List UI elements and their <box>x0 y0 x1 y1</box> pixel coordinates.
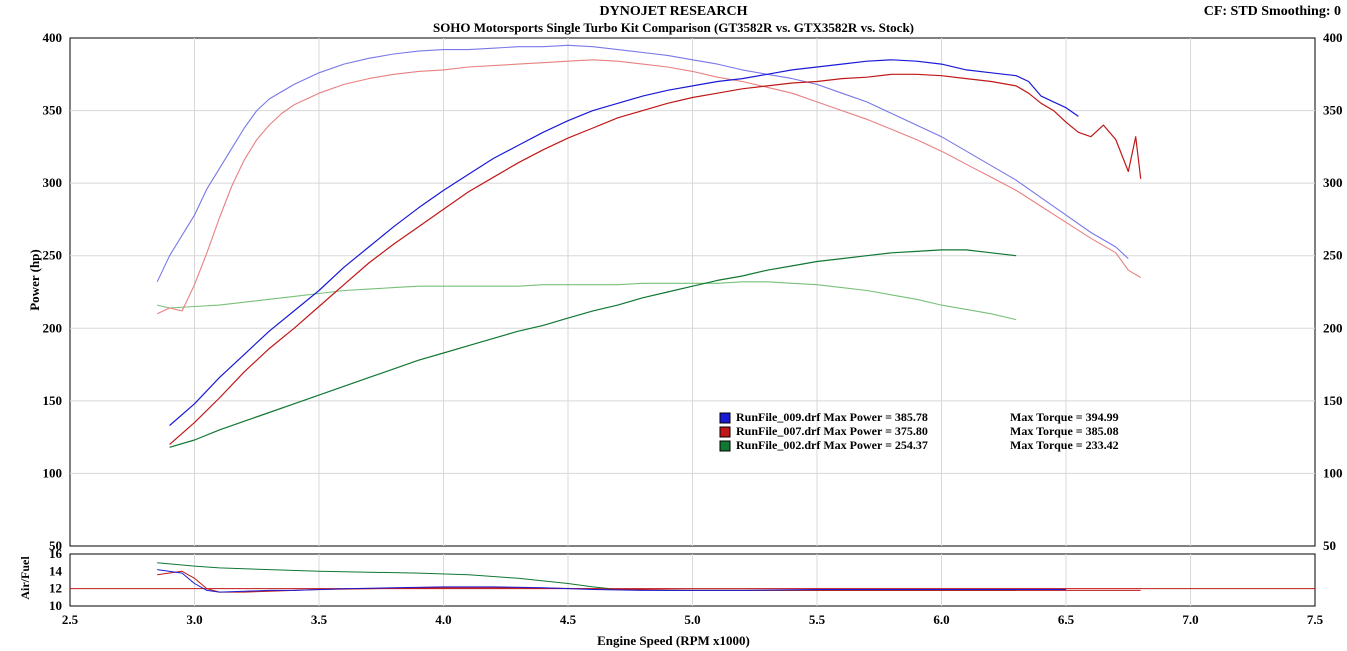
y-tick-left: 300 <box>43 175 63 190</box>
y-tick-right: 100 <box>1323 465 1343 480</box>
legend-file: RunFile_007.drf Max Power = 375.80 <box>736 424 928 438</box>
y-tick-right: 200 <box>1323 320 1343 335</box>
x-tick: 5.0 <box>684 612 700 627</box>
legend-swatch <box>720 413 730 423</box>
x-tick: 2.5 <box>62 612 79 627</box>
legend-torque: Max Torque = 233.42 <box>1010 438 1119 452</box>
dyno-chart-svg: 2.53.03.54.04.55.05.56.06.57.07.55050100… <box>0 0 1347 651</box>
legend-torque: Max Torque = 385.08 <box>1010 424 1119 438</box>
x-tick: 3.0 <box>186 612 202 627</box>
x-tick: 7.5 <box>1307 612 1324 627</box>
y-tick-left: 350 <box>43 103 63 118</box>
x-tick: 6.0 <box>933 612 949 627</box>
legend-file: RunFile_002.drf Max Power = 254.37 <box>736 438 928 452</box>
y-tick-right: 50 <box>1323 538 1336 553</box>
y-tick-left: 150 <box>43 393 63 408</box>
y-tick-left: 200 <box>43 320 63 335</box>
y-tick-left: 250 <box>43 248 63 263</box>
y-tick-left: 400 <box>43 30 63 45</box>
af-tick: 14 <box>49 563 63 578</box>
legend-swatch <box>720 441 730 451</box>
y-tick-right: 150 <box>1323 393 1343 408</box>
x-tick: 6.5 <box>1058 612 1075 627</box>
y-tick-right: 300 <box>1323 175 1343 190</box>
legend-file: RunFile_009.drf Max Power = 385.78 <box>736 410 928 424</box>
legend-torque: Max Torque = 394.99 <box>1010 410 1119 424</box>
af-tick: 16 <box>49 546 63 561</box>
y-tick-left: 100 <box>43 465 63 480</box>
x-tick: 5.5 <box>809 612 826 627</box>
y-tick-right: 250 <box>1323 248 1343 263</box>
x-tick: 7.0 <box>1182 612 1198 627</box>
y-tick-right: 400 <box>1323 30 1343 45</box>
legend-swatch <box>720 427 730 437</box>
x-tick: 4.0 <box>435 612 451 627</box>
af-tick: 10 <box>49 598 62 613</box>
x-tick: 4.5 <box>560 612 577 627</box>
x-tick: 3.5 <box>311 612 328 627</box>
af-tick: 12 <box>49 581 62 596</box>
y-tick-right: 350 <box>1323 103 1343 118</box>
